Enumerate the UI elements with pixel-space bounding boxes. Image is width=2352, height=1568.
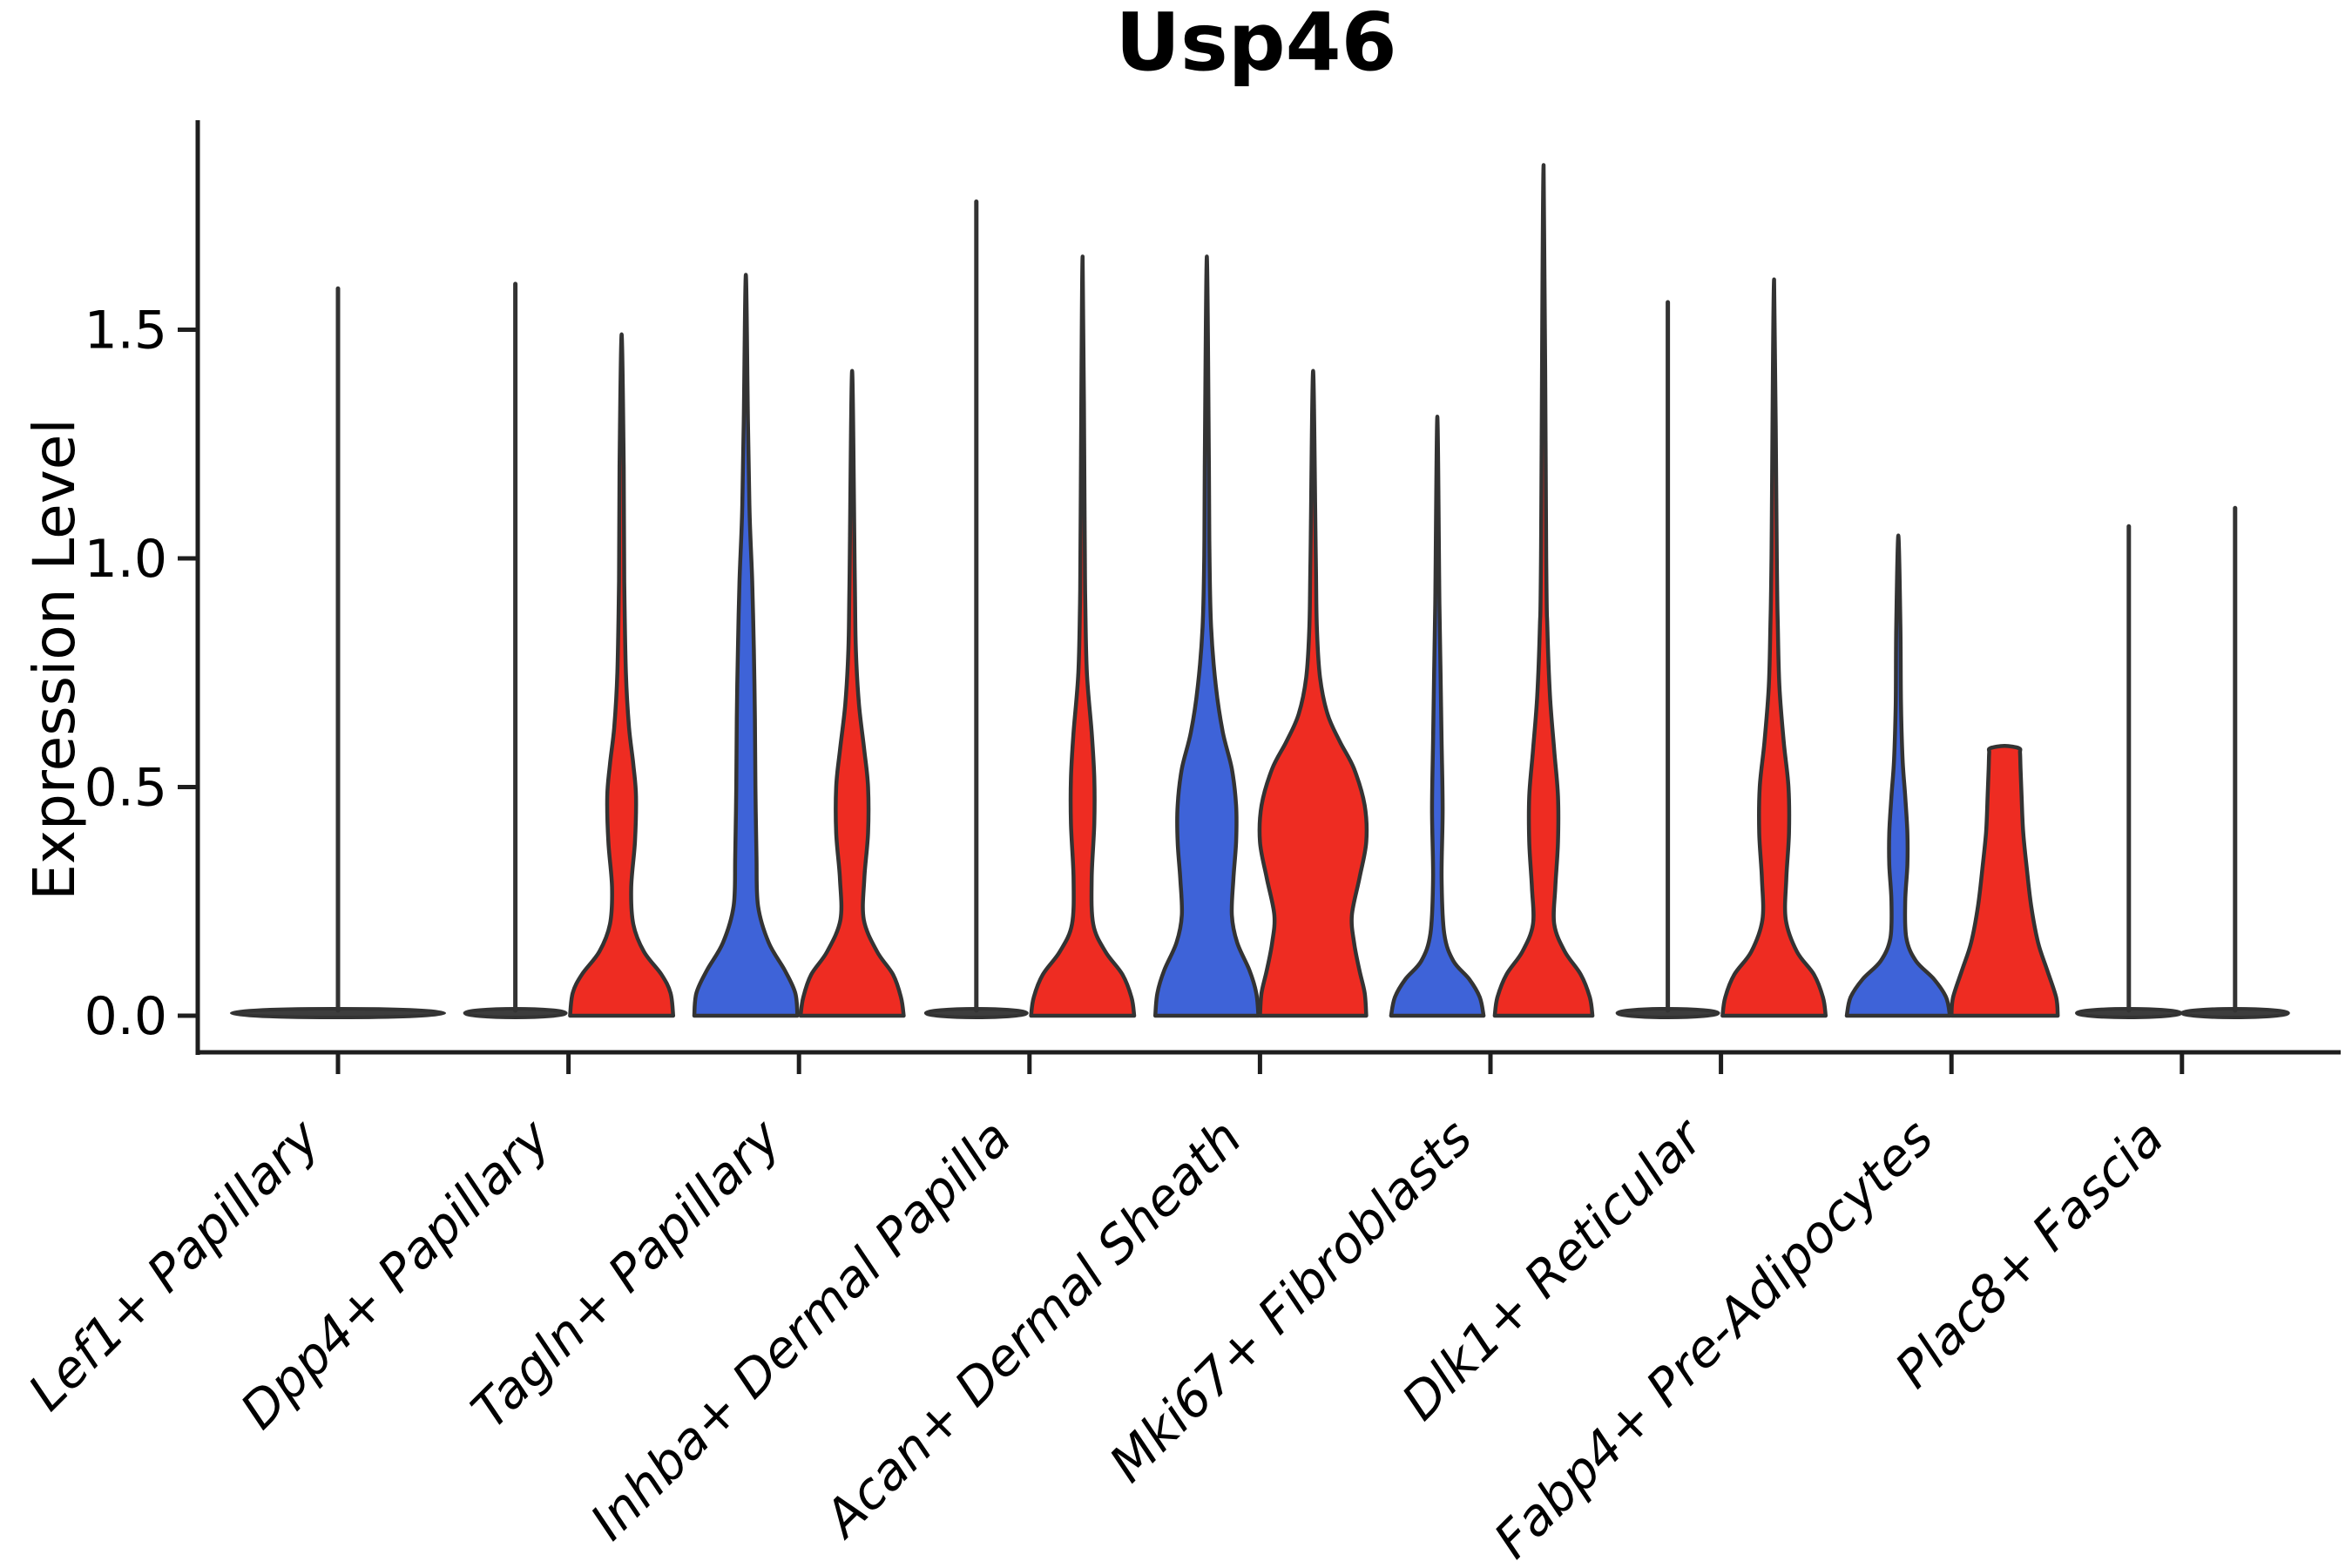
y-tick-label: 1.5 [84, 301, 167, 362]
y-axis-label: Expression Level [21, 418, 88, 900]
violin-red [568, 332, 676, 1018]
violin-red [1029, 254, 1137, 1018]
violin-red [1720, 277, 1828, 1018]
y-tick-label: 1.0 [84, 529, 167, 590]
y-tick-label: 0.0 [84, 986, 167, 1047]
violin-red [1257, 368, 1369, 1018]
violin-blue [692, 273, 800, 1018]
x-tick-label: Inhba+ Dermal Papilla [579, 1108, 1023, 1551]
violin-blue [1844, 533, 1952, 1018]
y-tick-label: 0.5 [84, 758, 167, 819]
chart-title: Usp46 [1115, 0, 1396, 89]
violins-layer [230, 163, 2290, 1019]
violin-blue [1152, 254, 1260, 1018]
x-tick-label: Fabp4+ Pre-Adipocytes [1483, 1108, 1944, 1568]
x-tick-label: Acan+ Dermal Sheath [811, 1108, 1254, 1551]
violin-red [798, 368, 906, 1018]
violin-blue [1389, 415, 1486, 1018]
violin-red [1492, 163, 1595, 1018]
violin-red [1949, 744, 2060, 1018]
